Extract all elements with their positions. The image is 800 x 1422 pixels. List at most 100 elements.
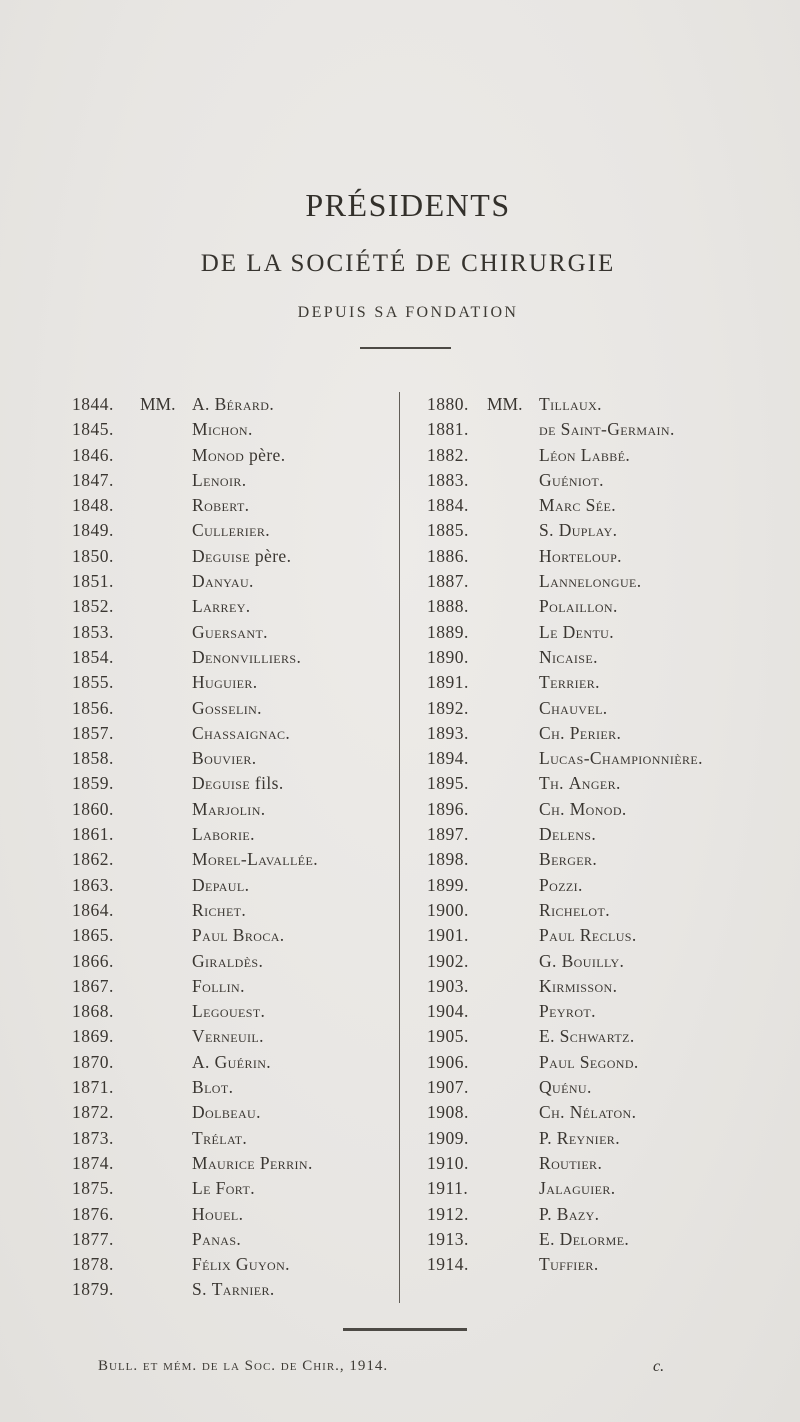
year-label: 1846. [72, 444, 114, 465]
year-label: 1857. [72, 722, 114, 743]
bottom-divider [343, 1328, 467, 1331]
year-label: 1879. [72, 1279, 114, 1300]
list-item: 1858. Bouvier. [72, 746, 399, 771]
year-label: 1905. [427, 1026, 469, 1047]
list-item: 1875. Le Fort. [72, 1176, 399, 1201]
list-item: 1873. Trélat. [72, 1126, 399, 1151]
year-label: 1904. [427, 1001, 469, 1022]
mm-prefix [487, 670, 539, 695]
presidents-column-left: 1844. MM. A. Bérard. 1845. Michon. 1846. Monod… [72, 392, 400, 1303]
president-name: Ch. Monod. [539, 798, 627, 819]
year-label: 1906. [427, 1051, 469, 1072]
mm-prefix [487, 1050, 539, 1075]
president-name: Terrier. [539, 672, 600, 693]
president-name: Richet. [192, 899, 247, 920]
footer-signature-mark: c. [653, 1358, 665, 1375]
president-name: Nicaise. [539, 646, 598, 667]
mm-prefix [487, 493, 539, 518]
list-item: 1913. E. Delorme. [427, 1227, 727, 1252]
list-item: 1865. Paul Broca. [72, 923, 399, 948]
president-name: Paul Reclus. [539, 925, 637, 946]
president-name: Cullerier. [192, 520, 271, 541]
year-label: 1876. [72, 1203, 114, 1224]
mm-prefix [487, 544, 539, 569]
list-item: 1876. Houel. [72, 1202, 399, 1227]
president-name: A. Guérin. [192, 1051, 272, 1072]
mm-prefix [140, 544, 192, 569]
mm-prefix [487, 746, 539, 771]
mm-prefix [487, 1024, 539, 1049]
president-name: Danyau. [192, 571, 254, 592]
list-item: 1904. Peyrot. [427, 999, 727, 1024]
list-item: 1867. Follin. [72, 974, 399, 999]
president-name: A. Bérard. [192, 394, 275, 414]
year-label: 1873. [72, 1127, 114, 1148]
president-name: Deguise fils. [192, 773, 284, 794]
list-item: 1860. Marjolin. [72, 797, 399, 822]
list-item: 1899. Pozzi. [427, 873, 727, 898]
year-label: 1868. [72, 1001, 114, 1022]
mm-prefix [487, 620, 539, 645]
president-name: Panas. [192, 1228, 242, 1249]
year-label: 1902. [427, 950, 469, 971]
president-name: Routier. [539, 1152, 603, 1173]
list-item: 1902. G. Bouilly. [427, 949, 727, 974]
mm-prefix [140, 949, 192, 974]
list-item: 1897. Delens. [427, 822, 727, 847]
list-item: 1903. Kirmisson. [427, 974, 727, 999]
page-footer: Bull. et mém. de la Soc. de Chir., 1914.… [0, 1358, 800, 1382]
list-item: 1881. de Saint-Germain. [427, 417, 727, 442]
list-item: 1898. Berger. [427, 847, 727, 872]
year-label: 1901. [427, 925, 469, 946]
president-name: Follin. [192, 975, 245, 996]
mm-prefix [487, 797, 539, 822]
year-label: 1874. [72, 1152, 114, 1173]
year-label: 1914. [427, 1254, 469, 1275]
mm-prefix [140, 1202, 192, 1227]
mm-prefix [487, 822, 539, 847]
president-name: Guéniot. [539, 469, 604, 490]
list-item: 1868. Legouest. [72, 999, 399, 1024]
page-title: PRÉSIDENTS [305, 187, 511, 224]
list-item: 1892. Chauvel. [427, 696, 727, 721]
year-label: 1870. [72, 1051, 114, 1072]
president-name: Léon Labbé. [539, 444, 631, 465]
president-name: P. Reynier. [539, 1127, 620, 1148]
year-label: 1899. [427, 874, 469, 895]
president-name: Peyrot. [539, 1001, 596, 1022]
mm-prefix [140, 468, 192, 493]
year-label: 1900. [427, 899, 469, 920]
president-name: Lenoir. [192, 469, 247, 490]
president-name: G. Bouilly. [539, 950, 625, 971]
mm-prefix [487, 873, 539, 898]
president-name: Legouest. [192, 1001, 266, 1022]
year-label: 1885. [427, 520, 469, 541]
year-label: 1884. [427, 495, 469, 516]
list-item: 1844. MM. A. Bérard. [72, 392, 399, 417]
list-item: 1864. Richet. [72, 898, 399, 923]
year-label: 1895. [427, 773, 469, 794]
list-item: 1912. P. Bazy. [427, 1202, 727, 1227]
year-label: 1910. [427, 1152, 469, 1173]
page-subtitle: DE LA SOCIÉTÉ DE CHIRURGIE [200, 249, 616, 277]
president-name: Blot. [192, 1077, 234, 1098]
list-item: 1851. Danyau. [72, 569, 399, 594]
year-label: 1859. [72, 773, 114, 794]
year-label: 1891. [427, 672, 469, 693]
year-label: 1867. [72, 975, 114, 996]
president-name: Delens. [539, 824, 597, 845]
list-item: 1845. Michon. [72, 417, 399, 442]
mm-prefix [140, 518, 192, 543]
list-item: 1874. Maurice Perrin. [72, 1151, 399, 1176]
mm-prefix [140, 594, 192, 619]
list-item: 1896. Ch. Monod. [427, 797, 727, 822]
list-item: 1872. Dolbeau. [72, 1100, 399, 1125]
mm-prefix [487, 999, 539, 1024]
year-label: 1894. [427, 748, 469, 769]
mm-prefix [140, 771, 192, 796]
year-label: 1886. [427, 545, 469, 566]
mm-prefix: MM. [140, 394, 176, 414]
mm-prefix [487, 518, 539, 543]
list-item: 1907. Quénu. [427, 1075, 727, 1100]
year-label: 1888. [427, 596, 469, 617]
